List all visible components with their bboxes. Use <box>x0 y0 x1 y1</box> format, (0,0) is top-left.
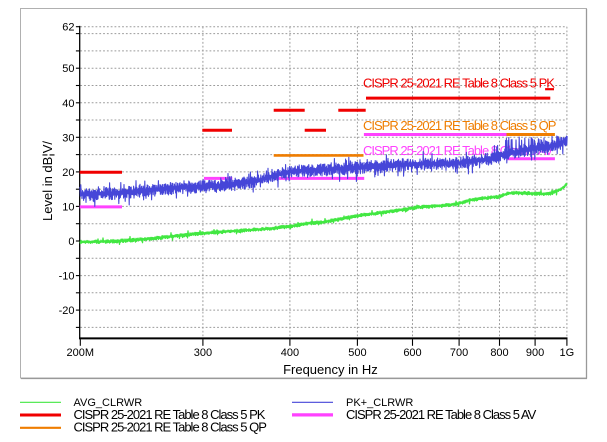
svg-text:1G: 1G <box>560 347 575 359</box>
svg-text:40: 40 <box>62 98 74 110</box>
svg-text:CISPR 25-2021 RE Table 8 Class: CISPR 25-2021 RE Table 8 Class 5 QP <box>363 118 556 133</box>
svg-text:500: 500 <box>348 347 366 359</box>
svg-text:CISPR 25-2021 RE Table 8 Class: CISPR 25-2021 RE Table 8 Class 5 PK <box>74 407 266 422</box>
svg-text:200M: 200M <box>67 347 95 359</box>
svg-text:600: 600 <box>403 347 421 359</box>
svg-text:PK+_CLRWR: PK+_CLRWR <box>346 397 413 409</box>
svg-text:CISPR 25-2021 RE Table 8 Class: CISPR 25-2021 RE Table 8 Class 5 PK <box>363 76 555 91</box>
svg-text:400: 400 <box>281 347 299 359</box>
svg-text:-20: -20 <box>59 305 75 317</box>
svg-text:800: 800 <box>490 347 508 359</box>
svg-text:700: 700 <box>450 347 468 359</box>
svg-text:-10: -10 <box>59 271 75 283</box>
svg-text:20: 20 <box>62 167 74 179</box>
svg-text:CISPR 25-2021 RE Table 8 Class: CISPR 25-2021 RE Table 8 Class 5 QP <box>74 420 267 435</box>
svg-text:AVG_CLRWR: AVG_CLRWR <box>74 397 143 409</box>
svg-text:0: 0 <box>68 236 74 248</box>
svg-text:900: 900 <box>526 347 544 359</box>
svg-text:10: 10 <box>62 201 74 213</box>
svg-text:CISPR 25-2021 RE Table 8 Class: CISPR 25-2021 RE Table 8 Class 5 AV <box>346 407 537 422</box>
svg-text:300: 300 <box>194 347 212 359</box>
svg-text:Frequency in Hz: Frequency in Hz <box>283 362 378 377</box>
svg-text:50: 50 <box>62 63 74 75</box>
svg-text:62: 62 <box>62 22 74 34</box>
svg-text:30: 30 <box>62 132 74 144</box>
svg-text:Level in dB¦V/: Level in dB¦V/ <box>40 141 55 221</box>
